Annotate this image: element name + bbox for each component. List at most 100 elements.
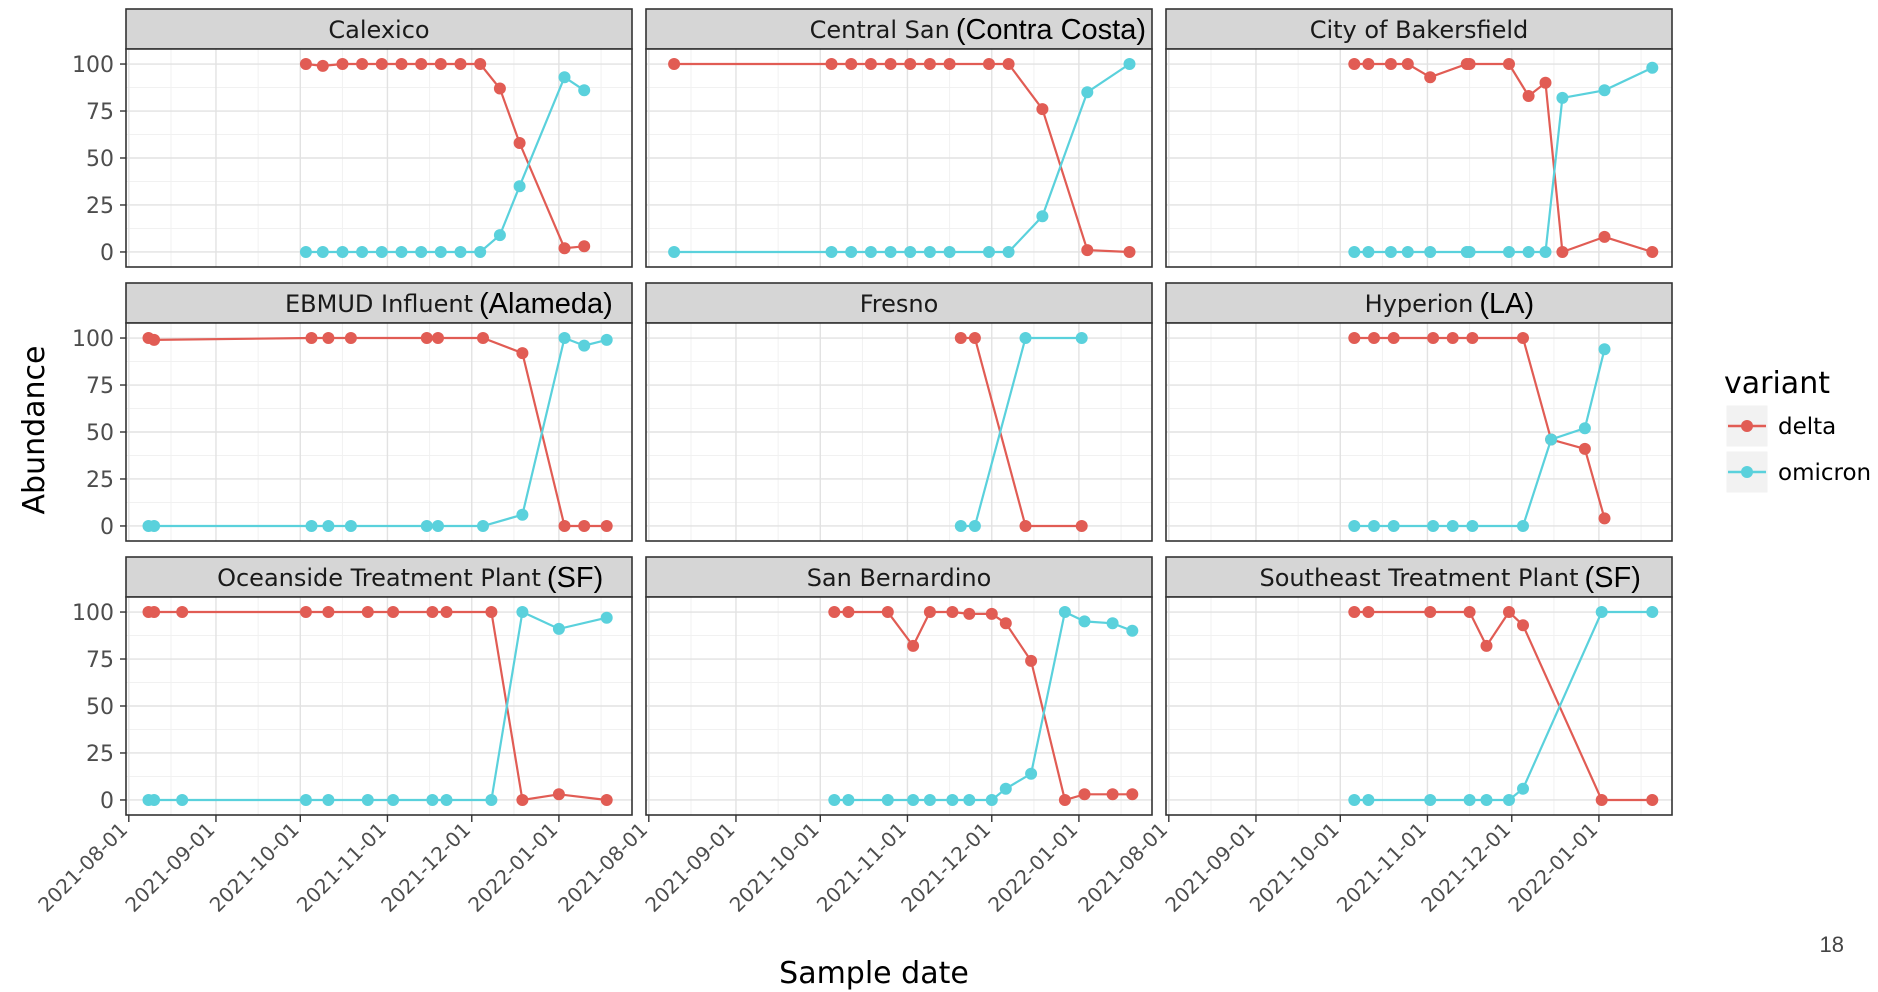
delta-point	[454, 58, 467, 70]
omicron-point	[1384, 246, 1397, 258]
omicron-point	[1598, 84, 1611, 97]
omicron-point	[336, 246, 349, 258]
omicron-point	[552, 622, 565, 635]
legend-key-point	[1741, 466, 1753, 478]
x-tick-label: 2021-09-01	[640, 818, 739, 917]
omicron-point	[1019, 332, 1032, 344]
delta-point	[1401, 58, 1414, 70]
omicron-point	[1387, 520, 1400, 532]
omicron-point	[923, 246, 936, 258]
omicron-point	[983, 246, 995, 258]
x-tick-label: 2022-01-01	[983, 818, 1082, 917]
y-tick-label: 0	[100, 515, 114, 540]
delta-point	[148, 606, 161, 618]
facet-title: Central San	[810, 16, 950, 44]
facet-title: Hyperion	[1365, 290, 1474, 318]
delta-point	[1646, 794, 1659, 806]
delta-point	[1598, 512, 1611, 525]
delta-point	[825, 58, 838, 70]
y-tick-label: 25	[86, 468, 114, 493]
omicron-point	[668, 246, 681, 258]
omicron-point	[434, 246, 447, 258]
y-tick-label: 75	[86, 374, 114, 399]
omicron-point	[1446, 520, 1459, 532]
page-number: 18	[1820, 932, 1844, 957]
facet-title: City of Bakersfield	[1310, 16, 1529, 44]
omicron-point	[1126, 624, 1139, 637]
delta-point	[493, 82, 506, 95]
omicron-point	[828, 794, 841, 806]
omicron-point	[1362, 246, 1375, 258]
y-tick-label: 50	[86, 695, 114, 720]
y-tick-label: 25	[86, 742, 114, 767]
delta-point	[1081, 244, 1094, 257]
omicron-point	[1463, 246, 1476, 258]
facet-title: Southeast Treatment Plant	[1260, 564, 1579, 592]
omicron-point	[1025, 767, 1038, 780]
delta-line	[1354, 336, 1606, 519]
delta-point	[1387, 332, 1400, 344]
delta-point	[1348, 606, 1361, 618]
delta-point	[1463, 58, 1476, 70]
delta-point	[1362, 606, 1375, 618]
facet-panel-9: Southeast Treatment Plant (SF)2021-08-012…	[1073, 556, 1673, 917]
omicron-point	[1424, 794, 1437, 806]
facet-panel-1: Calexico 0 25 50 75 100	[72, 8, 633, 268]
y-tick-label: 0	[100, 241, 114, 266]
delta-point	[1424, 71, 1437, 84]
delta-point	[907, 639, 920, 652]
delta-point	[943, 58, 956, 70]
omicron-point	[558, 71, 571, 84]
x-tick-label: 2021-10-01	[205, 818, 304, 917]
omicron-line	[960, 336, 1082, 528]
delta-point	[1362, 58, 1375, 70]
omicron-point	[999, 782, 1012, 795]
delta-point	[999, 617, 1012, 630]
delta-point	[923, 606, 936, 618]
omicron-point	[1503, 794, 1515, 806]
panel-border	[1165, 322, 1673, 542]
legend-key-point	[1741, 420, 1753, 432]
delta-point	[513, 137, 526, 149]
omicron-point	[516, 606, 529, 618]
delta-point	[1348, 332, 1361, 344]
omicron-point	[1075, 332, 1088, 344]
omicron-point	[387, 794, 400, 806]
omicron-point	[600, 611, 613, 624]
delta-point	[1036, 103, 1049, 116]
omicron-point	[356, 246, 369, 258]
x-tick-label: 2021-08-01	[33, 818, 132, 917]
delta-point	[356, 58, 369, 70]
facet-panel-3: City of Bakersfield	[1165, 8, 1673, 268]
y-tick-label: 100	[72, 327, 114, 352]
omicron-point	[1545, 433, 1558, 446]
facet-panel-5: Fresno	[645, 282, 1153, 542]
omicron-point	[299, 794, 312, 806]
delta-point	[963, 607, 976, 620]
omicron-point	[440, 794, 453, 806]
facet-title-suffix: (Alameda)	[479, 288, 613, 320]
omicron-point	[904, 246, 917, 258]
omicron-point	[1517, 520, 1529, 532]
omicron-point	[1348, 520, 1361, 532]
delta-point	[148, 333, 161, 346]
omicron-point	[907, 794, 920, 806]
delta-point	[361, 606, 374, 618]
omicron-point	[1463, 794, 1476, 806]
omicron-point	[299, 246, 312, 258]
omicron-point	[415, 246, 428, 258]
panel-border	[1165, 596, 1673, 816]
omicron-point	[1480, 794, 1493, 806]
omicron-point	[1595, 606, 1608, 618]
delta-point	[305, 332, 318, 344]
delta-point	[968, 332, 981, 344]
omicron-point	[1556, 91, 1569, 104]
omicron-point	[1368, 520, 1380, 532]
delta-point	[552, 788, 565, 801]
omicron-point	[600, 333, 613, 346]
delta-point	[600, 794, 613, 806]
omicron-point	[1362, 794, 1375, 806]
omicron-point	[148, 794, 161, 806]
delta-point	[1368, 332, 1380, 344]
delta-point	[420, 332, 433, 344]
